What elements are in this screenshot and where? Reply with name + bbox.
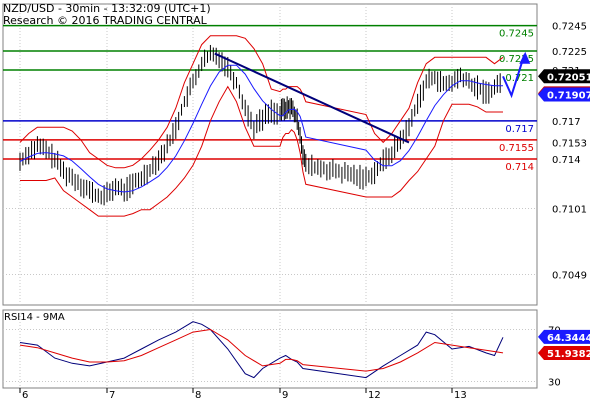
rsi-title: RSI14 - 9MA xyxy=(4,312,65,323)
x-tick-label: 12 xyxy=(368,390,381,400)
bollinger-upper xyxy=(19,35,504,169)
rsi-tag-label: 51.9382 xyxy=(547,349,590,360)
y-tick-label: 0.7153 xyxy=(552,138,587,149)
rsi-tag xyxy=(538,329,590,344)
rsi-y-tick-label: 30 xyxy=(548,378,561,389)
x-tick-label: 13 xyxy=(454,390,467,400)
level-label: 0.717 xyxy=(505,124,534,135)
price-tag xyxy=(538,69,590,84)
rsi-series-line xyxy=(19,321,504,379)
rsi-tag xyxy=(538,345,590,360)
level-label: 0.7225 xyxy=(499,54,534,65)
y-tick-label: 0.7101 xyxy=(552,204,587,215)
projection-arrowhead xyxy=(519,51,531,64)
y-tick-label: 0.7225 xyxy=(552,47,587,58)
rsi-series-line xyxy=(19,328,504,372)
price-tag-label: 0.71907 xyxy=(547,91,590,102)
level-label: 0.714 xyxy=(505,162,534,173)
level-label: 0.7155 xyxy=(499,143,534,154)
x-tick-label: 7 xyxy=(109,390,115,400)
price-tag xyxy=(538,87,590,102)
y-tick-label: 0.7049 xyxy=(552,271,587,282)
trendline xyxy=(214,52,410,144)
price-panel-frame xyxy=(2,3,538,306)
x-tick-label: 8 xyxy=(195,390,201,400)
y-tick-label: 0.7245 xyxy=(552,22,587,33)
bollinger-lower xyxy=(20,85,503,217)
projection-arrow xyxy=(502,54,526,99)
rsi-tag-label: 64.3444 xyxy=(547,333,590,344)
y-tick-label: 0.714 xyxy=(552,155,581,166)
y-tick-label: 0.717 xyxy=(552,117,581,128)
chart-copyright: Research © 2016 TRADING CENTRAL xyxy=(3,14,207,27)
level-label: 0.7245 xyxy=(499,29,534,40)
x-tick-label: 6 xyxy=(22,390,28,400)
moving-average xyxy=(19,64,503,193)
level-label: 0.721 xyxy=(505,73,534,84)
rsi-panel-frame xyxy=(2,309,538,389)
price-tag-label: 0.72051 xyxy=(547,72,590,83)
chart-title: NZD/USD - 30min - 13:32:09 (UTC+1) xyxy=(3,2,211,15)
x-tick-label: 9 xyxy=(282,390,288,400)
